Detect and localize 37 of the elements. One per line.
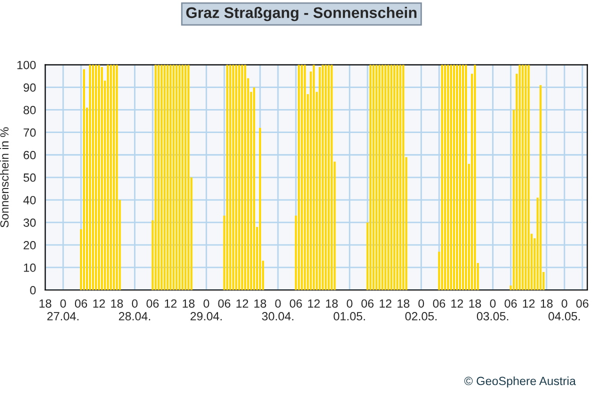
text: © GeoSphere Austria xyxy=(464,376,576,388)
x-tick-label: 06 xyxy=(361,299,374,308)
x-tick-label: 12 xyxy=(93,299,105,308)
x-tick-label: 06 xyxy=(146,299,159,308)
y-tick-label: 90 xyxy=(24,83,36,92)
x-tick-label: 06 xyxy=(218,299,230,308)
x-tick-label: 06 xyxy=(290,299,302,308)
x-tick-label: 12 xyxy=(522,299,535,308)
x-tick-label: 18 xyxy=(469,299,481,308)
y-tick-label: 0 xyxy=(30,286,36,294)
x-tick-label: 18 xyxy=(540,299,553,308)
x-tick-label: 12 xyxy=(380,299,392,308)
y-tick-label: 100 xyxy=(17,60,36,70)
x-tick-label: 12 xyxy=(236,299,248,308)
y-tick-label: 20 xyxy=(24,240,36,250)
y-axis-title: Sonnenschein in % xyxy=(0,127,9,228)
y-tick-label: 60 xyxy=(24,150,36,160)
x-tick-label: 06 xyxy=(504,299,517,308)
x-tick-label: 06 xyxy=(74,299,88,308)
x-tick-label: 18 xyxy=(111,299,123,308)
y-tick-label: 70 xyxy=(24,128,36,137)
x-tick-label: 18 xyxy=(254,299,266,308)
y-tick-label: 30 xyxy=(24,218,36,227)
x-tick-label: 18 xyxy=(326,299,338,308)
x-tick-label: 12 xyxy=(164,299,177,308)
x-tick-label: 06 xyxy=(433,299,446,308)
x-tick-label: 12 xyxy=(451,299,463,308)
y-tick-label: 80 xyxy=(24,106,36,114)
x-tick-label: 12 xyxy=(308,299,320,308)
x-tick-label: 18 xyxy=(40,299,52,308)
y-tick-label: 50 xyxy=(24,173,36,182)
x-tick-label: 18 xyxy=(182,299,195,308)
y-tick-label: 10 xyxy=(24,264,36,272)
x-tick-label: 18 xyxy=(398,299,410,308)
x-tick-label: 06 xyxy=(576,299,588,308)
y-tick-label: 40 xyxy=(23,196,36,204)
chart-title: Graz Straßgang - Sonnenschein xyxy=(186,6,416,22)
